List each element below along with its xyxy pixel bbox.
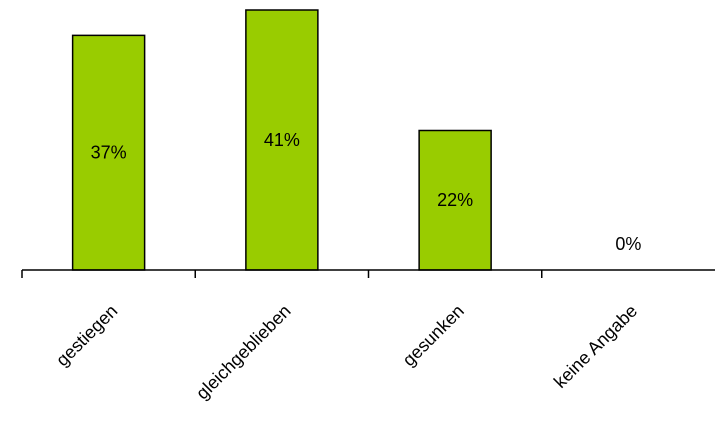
category-label: keine Angabe [550,301,641,392]
bars-group [71,9,492,271]
category-label: gestiegen [52,301,121,370]
data-label: 0% [615,234,641,254]
category-label: gesunken [399,301,468,370]
data-label: 41% [264,130,300,150]
bar-gestiegen [71,34,146,271]
data-labels-group: 37% 41% 22% 0% [91,130,642,254]
data-label: 22% [437,190,473,210]
bar-gesunken [418,129,492,271]
data-label: 37% [91,143,127,163]
x-axis-ticks [21,270,543,278]
bar-gleichgeblieben [245,9,319,271]
category-labels-group: gestiegen gleichgeblieben gesunken keine An… [52,301,641,404]
category-label: gleichgeblieben [192,301,295,404]
